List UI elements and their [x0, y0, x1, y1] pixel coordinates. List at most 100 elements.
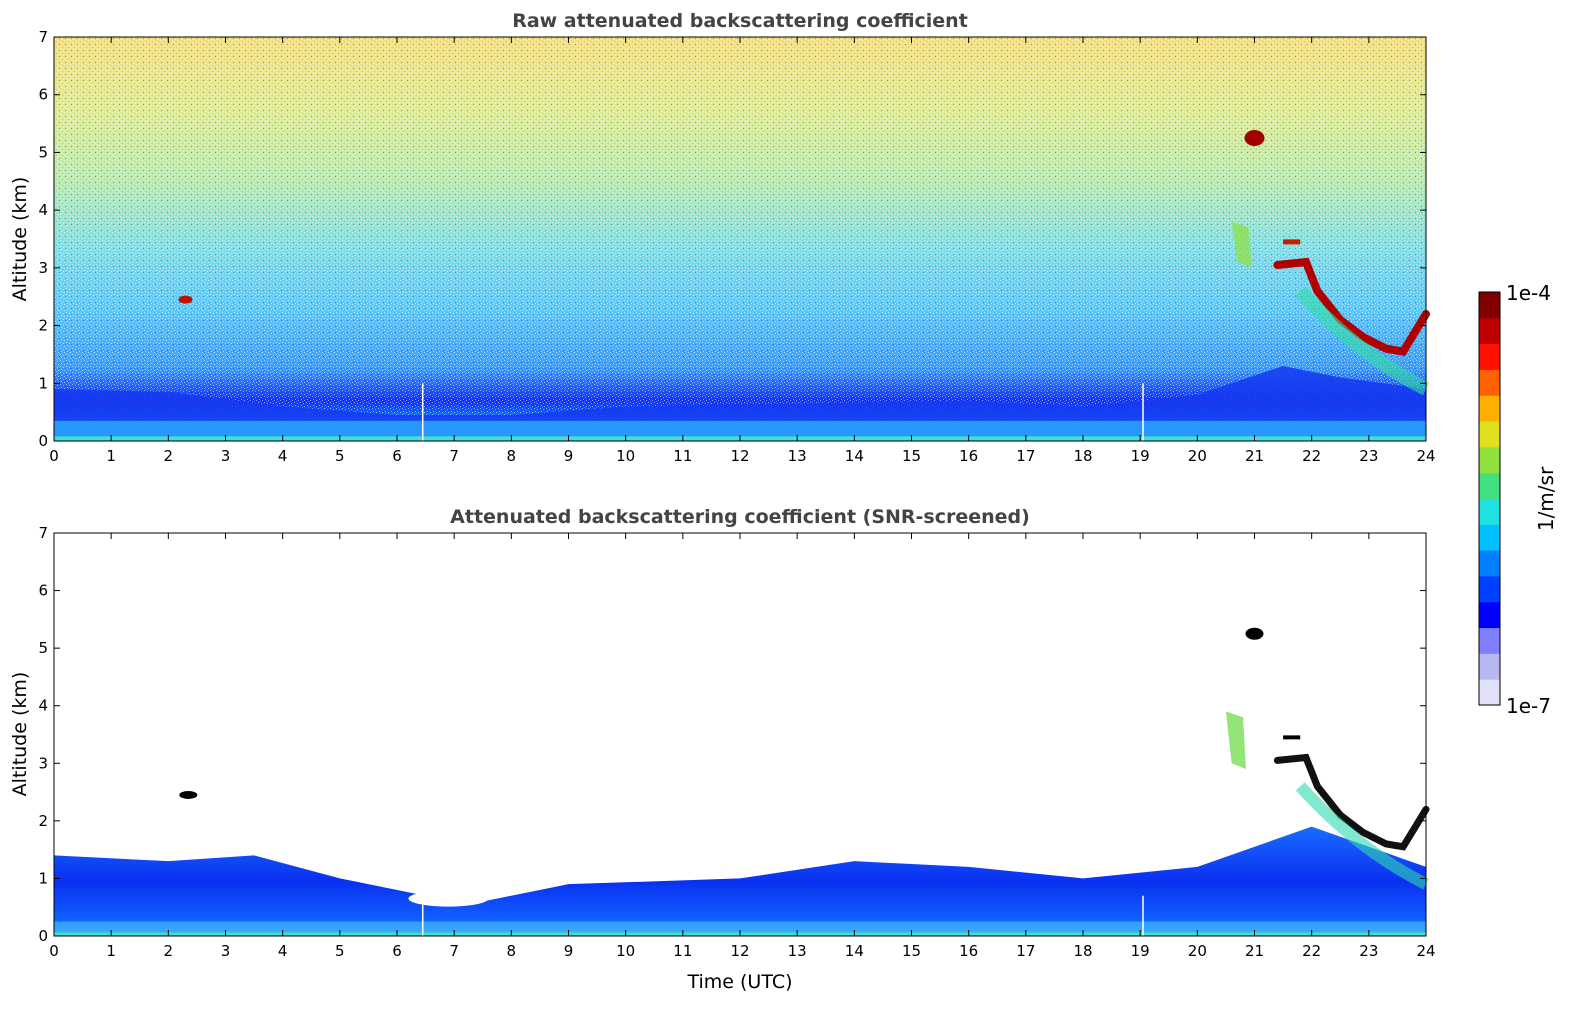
colorbar-step: [1479, 317, 1500, 345]
x-tick-label: 14: [845, 942, 864, 960]
cloud: [179, 790, 198, 799]
y-tick-label: 1: [38, 374, 48, 392]
x-tick-label: 5: [335, 447, 345, 465]
x-tick-label: 0: [49, 942, 59, 960]
x-tick-label: 19: [1131, 447, 1150, 465]
x-tick-label: 4: [278, 447, 288, 465]
x-tick-label: 11: [673, 447, 692, 465]
cloud: [178, 295, 193, 304]
x-tick-label: 12: [730, 447, 749, 465]
colorbar-step: [1479, 472, 1500, 499]
cloud: [1273, 753, 1430, 851]
x-tick-label: 20: [1188, 942, 1207, 960]
x-tick-label: 3: [221, 942, 231, 960]
x-tick-label: 13: [788, 942, 807, 960]
colorbar-max-label: 1e-4: [1506, 281, 1551, 305]
y-tick-label: 0: [38, 927, 48, 945]
signal-noise: [54, 37, 1426, 441]
y-axis-label: Altitude (km): [9, 177, 31, 302]
x-tick-label: 6: [392, 447, 402, 465]
x-tick-label: 2: [164, 447, 174, 465]
cloud: [1231, 221, 1252, 268]
colorbar-frame: [1478, 291, 1501, 706]
x-tick-label: 7: [449, 447, 459, 465]
colorbar-step: [1479, 524, 1500, 551]
x-tick-label: 10: [616, 942, 635, 960]
snr-screened-panel: Attenuated backscattering coefficient (S…: [9, 506, 1436, 993]
colorbar-step: [1479, 395, 1500, 422]
x-tick-label: 8: [507, 447, 517, 465]
cloud: [1244, 130, 1265, 146]
x-tick-label: 24: [1416, 942, 1435, 960]
colorbar-step: [1479, 601, 1500, 629]
x-tick-label: 11: [673, 942, 692, 960]
x-tick-label: 22: [1302, 447, 1321, 465]
virga: [1295, 286, 1430, 396]
x-tick-label: 18: [1073, 942, 1092, 960]
x-tick-label: 1: [106, 942, 116, 960]
x-tick-label: 17: [1016, 447, 1035, 465]
x-tick-label: 9: [564, 942, 574, 960]
colorbar-step: [1479, 343, 1500, 370]
x-tick-label: 20: [1188, 447, 1207, 465]
y-tick-label: 2: [38, 317, 48, 335]
y-tick-label: 6: [38, 582, 48, 600]
x-tick-label: 10: [616, 447, 635, 465]
x-tick-label: 19: [1131, 942, 1150, 960]
colorbar-step: [1479, 498, 1500, 525]
colorbar-step: [1479, 421, 1500, 448]
colorbar: 1e-4 1e-7 1/m/sr: [1478, 281, 1558, 718]
colorbar-unit-label: 1/m/sr: [1534, 466, 1558, 531]
x-tick-label: 17: [1016, 942, 1035, 960]
screened-gap: [408, 890, 489, 907]
panel-title: Raw attenuated backscattering coefficien…: [512, 10, 968, 32]
x-tick-label: 15: [902, 447, 921, 465]
x-tick-label: 23: [1359, 447, 1378, 465]
x-tick-label: 14: [845, 447, 864, 465]
x-tick-label: 22: [1302, 942, 1321, 960]
x-tick-label: 1: [106, 447, 116, 465]
x-tick-label: 4: [278, 942, 288, 960]
colorbar-step: [1479, 292, 1500, 319]
x-tick-label: 3: [221, 447, 231, 465]
panel-title: Attenuated backscattering coefficient (S…: [450, 506, 1030, 528]
y-axis-label: Altitude (km): [9, 672, 31, 797]
y-tick-label: 0: [38, 432, 48, 450]
colorbar-step: [1479, 653, 1500, 680]
colorbar-step: [1479, 627, 1500, 654]
x-tick-label: 18: [1073, 447, 1092, 465]
cloud: [1273, 257, 1430, 356]
colorbar-min-label: 1e-7: [1506, 694, 1551, 718]
colorbar-step: [1479, 575, 1500, 603]
y-tick-label: 5: [38, 639, 48, 657]
colorbar-step: [1479, 446, 1500, 474]
y-tick-label: 7: [38, 524, 48, 542]
x-tick-label: 0: [49, 447, 59, 465]
x-tick-label: 13: [788, 447, 807, 465]
y-tick-label: 4: [38, 697, 48, 715]
x-tick-label: 16: [959, 942, 978, 960]
x-tick-label: 8: [507, 942, 517, 960]
colorbar-step: [1479, 369, 1500, 396]
cloud: [1225, 711, 1246, 770]
raw-backscatter-panel: Raw attenuated backscattering coefficien…: [9, 10, 1436, 465]
colorbar-step: [1479, 550, 1500, 577]
y-tick-label: 1: [38, 869, 48, 887]
x-tick-label: 7: [449, 942, 459, 960]
x-tick-label: 12: [730, 942, 749, 960]
x-tick-label: 16: [959, 447, 978, 465]
x-tick-label: 2: [164, 942, 174, 960]
x-axis-label: Time (UTC): [686, 971, 792, 993]
x-tick-label: 15: [902, 942, 921, 960]
y-tick-label: 3: [38, 754, 48, 772]
cloud: [1245, 627, 1264, 640]
x-tick-label: 21: [1245, 447, 1264, 465]
virga: [1295, 782, 1429, 890]
y-tick-label: 7: [38, 28, 48, 46]
y-tick-label: 6: [38, 86, 48, 104]
y-tick-label: 5: [38, 143, 48, 161]
y-tick-label: 4: [38, 201, 48, 219]
x-tick-label: 21: [1245, 942, 1264, 960]
x-tick-label: 6: [392, 942, 402, 960]
